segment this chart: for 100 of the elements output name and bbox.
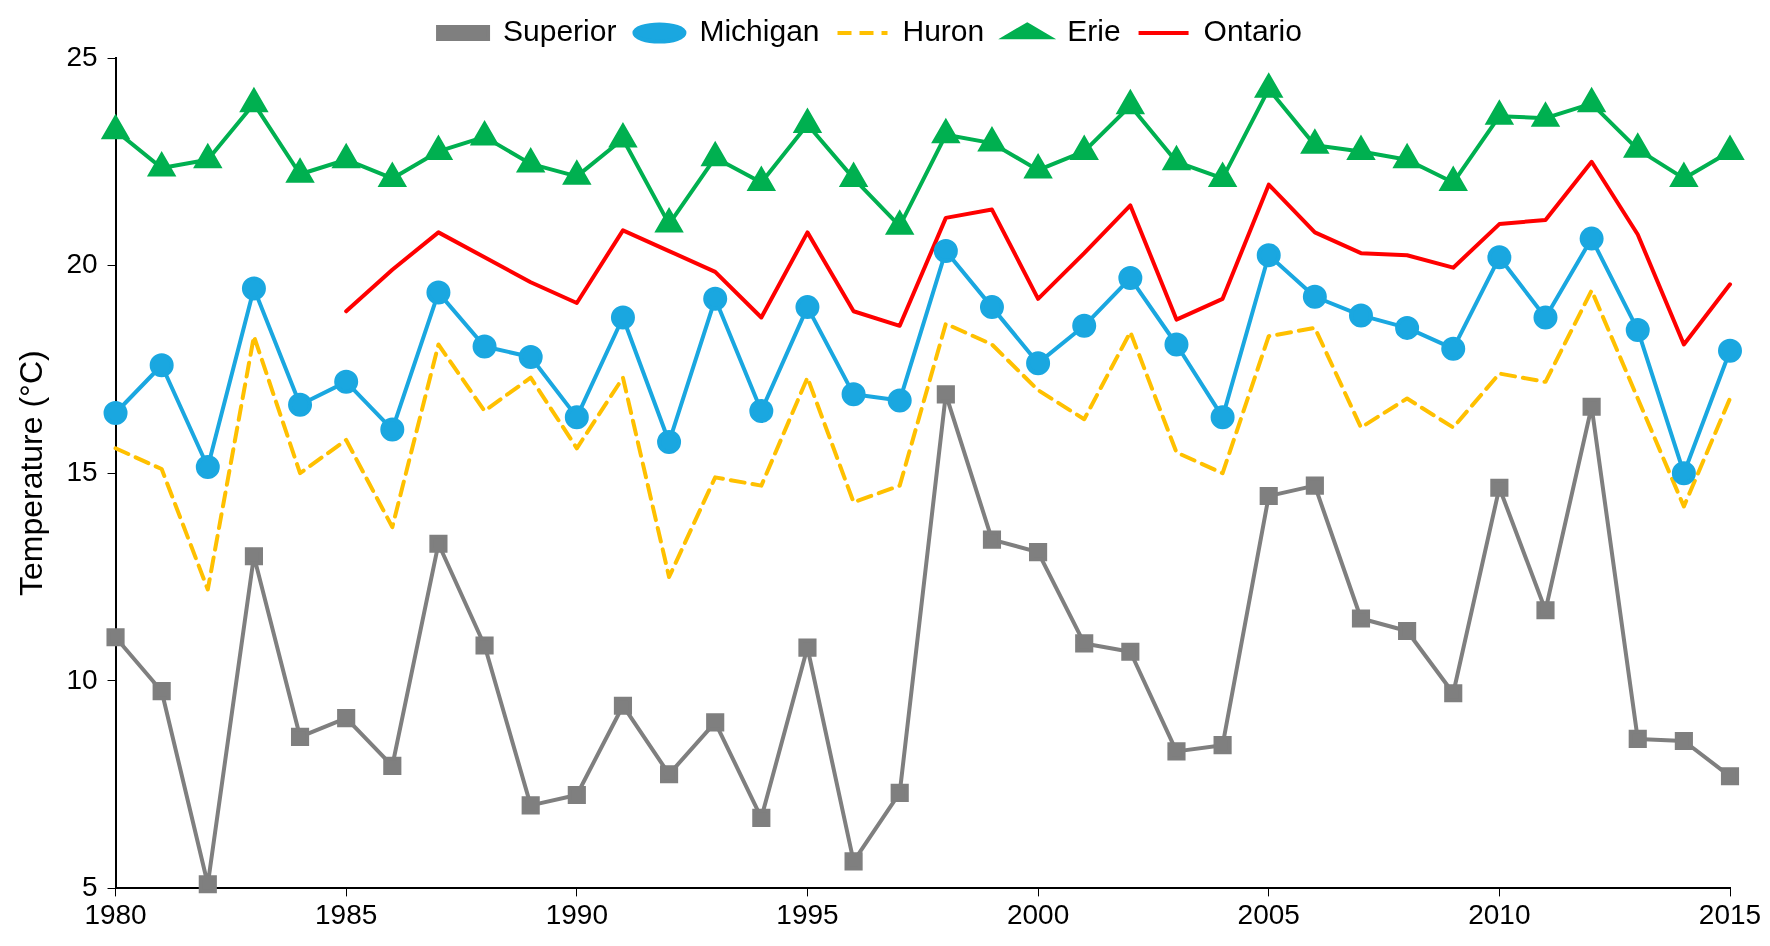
point (840, 163, 867, 187)
point (1441, 336, 1466, 361)
point (195, 454, 220, 479)
point (752, 808, 771, 827)
point (1302, 284, 1327, 309)
x-tick-label: 2000 (1006, 898, 1070, 930)
point (1624, 134, 1651, 158)
point (1255, 74, 1282, 98)
point (564, 405, 589, 430)
point (655, 209, 683, 233)
point (152, 682, 171, 701)
y-tick-label: 10 (66, 663, 98, 695)
point (517, 148, 544, 173)
line-series (113, 288, 1732, 592)
point (1305, 476, 1324, 495)
point (982, 530, 1002, 549)
point (429, 534, 448, 553)
point (1070, 136, 1098, 160)
point (657, 430, 682, 455)
point (1259, 486, 1278, 506)
point (475, 636, 494, 655)
point (331, 142, 361, 169)
point (334, 369, 359, 394)
point (380, 417, 405, 442)
point (749, 398, 774, 423)
point (149, 353, 174, 378)
point (1347, 136, 1375, 160)
point (841, 382, 866, 407)
point (794, 109, 821, 133)
point (609, 123, 637, 148)
point (1398, 621, 1417, 641)
point (700, 140, 729, 167)
point (887, 388, 912, 413)
point (1301, 130, 1329, 154)
legend-label: Huron (902, 14, 985, 48)
point (425, 136, 452, 160)
x-tick-label: 1985 (315, 898, 378, 930)
point (239, 86, 269, 113)
point (978, 128, 1006, 152)
y-tick-label: 25 (66, 40, 98, 72)
x-tick-label: 2010 (1468, 898, 1531, 930)
point (379, 163, 406, 187)
y-tick-label: 15 (66, 455, 98, 487)
point (1671, 461, 1696, 486)
point (148, 153, 175, 177)
point (1210, 405, 1235, 430)
point (1072, 313, 1097, 338)
point (106, 628, 125, 647)
point (746, 165, 776, 192)
point (1024, 155, 1052, 179)
point (1164, 332, 1189, 357)
y-axis-title: Temperature (°C) (13, 350, 50, 597)
point (1026, 351, 1051, 376)
point (288, 392, 313, 417)
point (1716, 136, 1744, 160)
point (886, 211, 913, 235)
point (1213, 736, 1232, 755)
point (936, 385, 955, 404)
point (1115, 88, 1145, 115)
legend-label: Ontario (1203, 14, 1302, 48)
point (931, 117, 961, 144)
x-tick-label: 1995 (776, 898, 839, 930)
legend-label: Superior (503, 14, 617, 48)
x-tick-label: 1990 (545, 898, 608, 930)
point (193, 142, 223, 169)
point (660, 765, 679, 784)
point (1075, 634, 1094, 653)
legend-label: Erie (1067, 14, 1121, 48)
legend-label: Michigan (699, 14, 820, 48)
point (563, 161, 591, 185)
point (518, 344, 543, 369)
point (1532, 103, 1559, 127)
point (1395, 315, 1420, 340)
point (844, 852, 863, 871)
x-tick-label: 2015 (1698, 898, 1762, 930)
point (1533, 305, 1558, 330)
y-tick-label: 20 (66, 248, 98, 280)
point (1720, 767, 1740, 786)
point (1577, 86, 1607, 113)
point (1486, 101, 1513, 125)
point (1670, 163, 1698, 187)
point (1348, 303, 1373, 328)
point (1029, 543, 1048, 562)
point (1167, 742, 1186, 761)
point (286, 159, 314, 183)
point (198, 875, 217, 894)
point (1674, 731, 1693, 751)
point (567, 785, 586, 805)
point (1121, 642, 1140, 661)
point (610, 305, 635, 330)
point (703, 286, 728, 311)
point (383, 756, 402, 775)
x-tick-label: 2005 (1237, 898, 1300, 930)
point (1582, 397, 1601, 416)
point (1490, 478, 1509, 497)
point (521, 796, 540, 815)
point (798, 638, 817, 657)
point (472, 334, 497, 359)
point (103, 401, 128, 425)
point (1209, 163, 1236, 187)
